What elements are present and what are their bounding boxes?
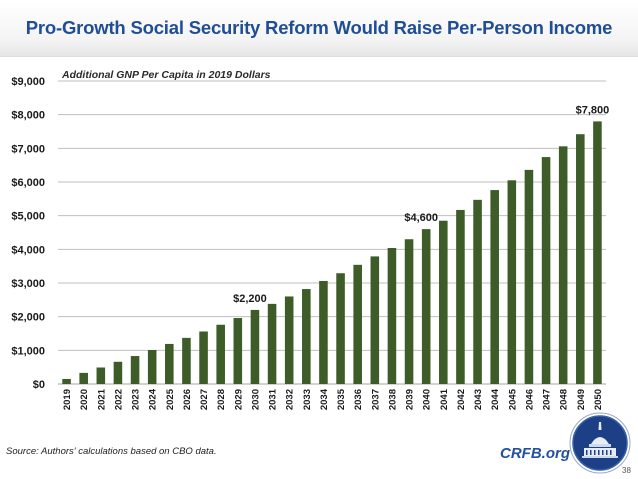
- x-tick-label: 2043: [473, 389, 484, 410]
- bar: [130, 356, 140, 384]
- y-tick-label: $9,000: [11, 76, 45, 88]
- x-tick-label: 2027: [199, 389, 210, 410]
- bar: [387, 247, 397, 384]
- slide-title: Pro-Growth Social Security Reform Would …: [25, 17, 613, 38]
- x-tick-label: 2044: [490, 388, 501, 410]
- bar: [541, 157, 551, 384]
- x-tick-label: 2019: [62, 389, 73, 410]
- bar: [216, 324, 225, 384]
- data-label: $7,800: [576, 104, 610, 116]
- x-tick-label: 2036: [353, 389, 364, 410]
- x-tick-label: 2034: [319, 388, 330, 410]
- bar: [456, 209, 465, 384]
- bar: [421, 229, 431, 384]
- x-tick-label: 2040: [422, 389, 433, 410]
- x-tick-label: 2029: [233, 389, 244, 410]
- brand-link[interactable]: CRFB.org: [500, 445, 570, 462]
- x-tick-label: 2049: [576, 389, 587, 410]
- bar: [113, 361, 123, 384]
- x-tick-label: 2022: [113, 389, 124, 410]
- y-tick-label: $4,000: [11, 244, 45, 256]
- x-tick-label: 2031: [268, 388, 279, 410]
- slide-header: Pro-Growth Social Security Reform Would …: [0, 0, 638, 57]
- x-tick-label: 2020: [79, 389, 90, 410]
- x-tick-label: 2024: [148, 388, 159, 410]
- x-tick-label: 2035: [336, 388, 347, 410]
- bar: [404, 239, 414, 384]
- bars: [62, 121, 602, 385]
- data-label: $4,600: [404, 212, 438, 224]
- x-tick-label: 2047: [542, 389, 553, 410]
- bar: [336, 273, 345, 384]
- capitol-dome-logo-icon: [569, 412, 631, 474]
- y-tick-label: $1,000: [11, 345, 45, 357]
- page-number: 38: [622, 466, 631, 475]
- data-labels: $2,200 $4,600 $7,800: [233, 104, 609, 305]
- data-label: $2,200: [233, 293, 267, 305]
- x-tick-label: 2050: [593, 389, 604, 410]
- bar: [439, 220, 448, 384]
- x-tick-label: 2028: [216, 389, 227, 410]
- bar: [250, 309, 260, 384]
- chart-subtitle: Additional GNP Per Capita in 2019 Dollar…: [61, 69, 271, 81]
- bar: [576, 134, 585, 384]
- bar: [490, 190, 499, 384]
- x-axis-ticks: 2019 2020 2021 2022 2023 2024 2025 2026 2027 2028…: [62, 388, 604, 410]
- x-tick-label: 2026: [182, 389, 193, 410]
- x-tick-label: 2032: [285, 389, 296, 410]
- x-tick-label: 2021: [96, 388, 107, 410]
- bar: [267, 303, 277, 384]
- bar: [353, 264, 362, 384]
- bar: [370, 256, 380, 384]
- bar: [233, 318, 243, 384]
- bar: [558, 146, 568, 384]
- bar: [147, 349, 157, 384]
- x-tick-label: 2038: [387, 389, 398, 410]
- x-tick-label: 2037: [370, 389, 381, 410]
- y-tick-label: $8,000: [11, 110, 45, 122]
- source-note: Source: Authors' calculations based on C…: [6, 446, 217, 457]
- x-tick-label: 2039: [405, 389, 416, 410]
- x-tick-label: 2048: [559, 389, 570, 410]
- bar: [593, 121, 602, 385]
- bar: [507, 180, 517, 384]
- bar: [302, 289, 311, 384]
- x-tick-label: 2045: [507, 388, 518, 410]
- gridlines: [58, 80, 606, 385]
- x-tick-label: 2030: [250, 389, 261, 410]
- y-tick-label: $6,000: [11, 177, 45, 189]
- bar: [182, 337, 191, 384]
- x-tick-label: 2042: [456, 389, 467, 410]
- bar: [473, 199, 482, 384]
- bar: [524, 169, 534, 384]
- bar: [199, 331, 208, 384]
- y-tick-label: $5,000: [11, 211, 45, 223]
- x-tick-label: 2046: [524, 389, 535, 410]
- bar: [96, 367, 106, 384]
- y-tick-label: $3,000: [11, 278, 45, 290]
- bar: [62, 378, 71, 384]
- x-tick-label: 2025: [165, 388, 176, 410]
- bar: [79, 372, 88, 384]
- bar: [284, 296, 294, 384]
- x-tick-label: 2023: [131, 389, 142, 410]
- x-tick-label: 2033: [302, 389, 313, 410]
- y-tick-label: $2,000: [11, 312, 45, 324]
- y-axis-ticks: $0 $1,000 $2,000 $3,000 $4,000 $5,000 $6,000 $7…: [11, 76, 45, 391]
- bar: [165, 343, 174, 384]
- y-tick-label: $0: [33, 379, 45, 391]
- x-tick-label: 2041: [439, 388, 450, 410]
- bar: [319, 280, 328, 384]
- y-tick-label: $7,000: [11, 143, 45, 155]
- bar-chart: $0 $1,000 $2,000 $3,000 $4,000 $5,000 $6,000 $7…: [11, 69, 609, 410]
